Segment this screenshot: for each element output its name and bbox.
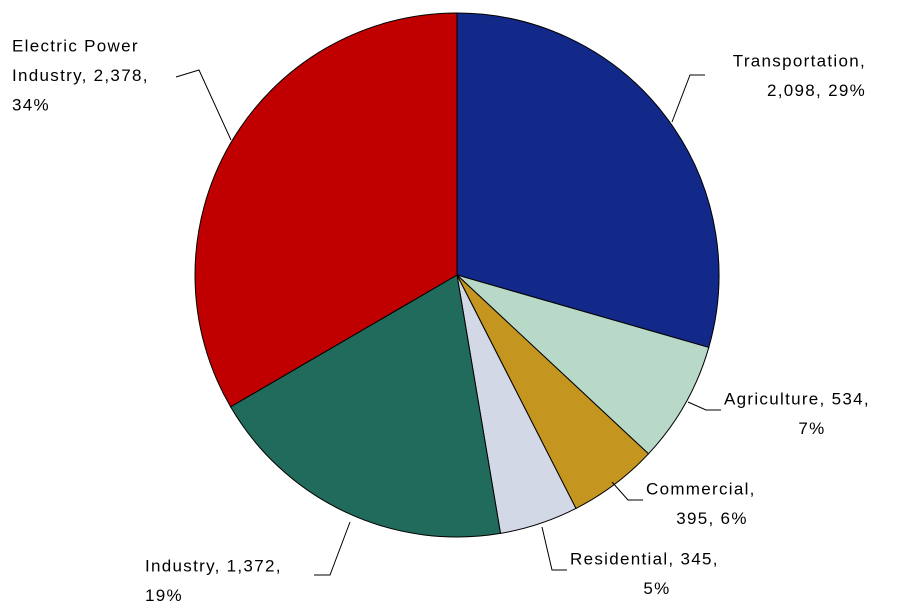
data-label: 34% <box>12 95 50 114</box>
leader-line <box>671 74 705 123</box>
pie-slice <box>229 274 502 538</box>
data-label: Industry, 1,372, <box>145 556 282 575</box>
data-label: 5% <box>643 579 670 598</box>
data-label: Electric Power <box>12 36 139 55</box>
leader-line <box>175 69 232 141</box>
data-label: Industry, 2,378, <box>12 66 149 85</box>
data-label: 7% <box>798 419 825 438</box>
data-label: Commercial, <box>646 479 756 498</box>
data-label: 395, 6% <box>676 509 747 528</box>
data-label: 19% <box>145 586 183 605</box>
data-label: Transportation, <box>733 51 866 70</box>
data-label: Agriculture, 534, <box>724 389 870 408</box>
leader-line <box>687 401 721 411</box>
data-label: 2,098, 29% <box>767 81 866 100</box>
pie-slice <box>456 274 710 455</box>
data-label: Residential, 345, <box>570 549 719 568</box>
leader-line <box>541 526 567 571</box>
leader-line <box>611 481 643 501</box>
pie-slice <box>456 12 720 349</box>
pie-slice <box>194 12 458 408</box>
leader-line <box>314 521 351 576</box>
